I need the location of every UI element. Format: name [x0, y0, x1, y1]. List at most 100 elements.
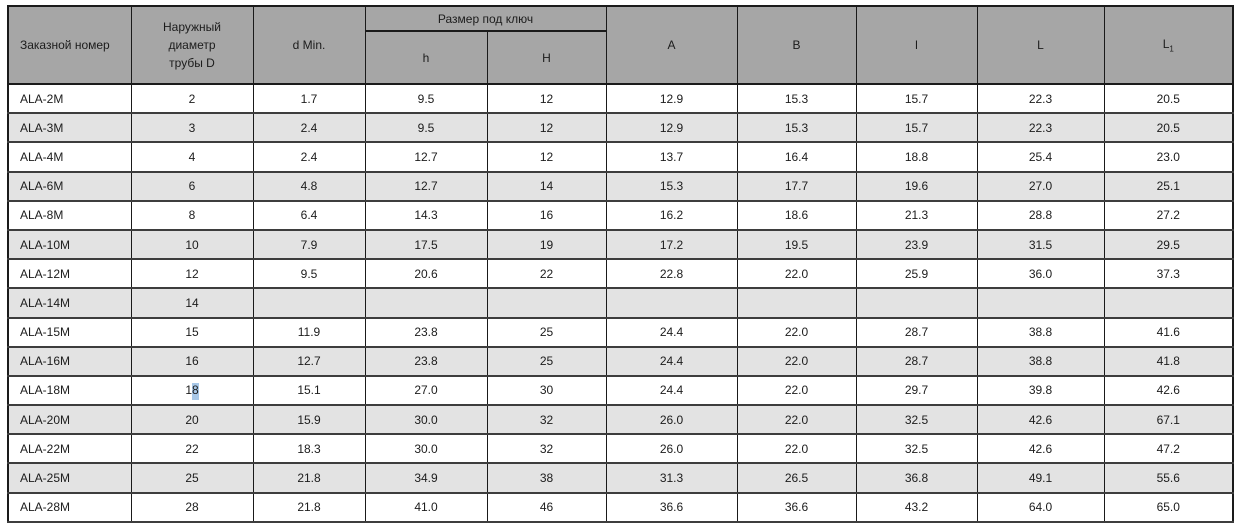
- order-number-cell: ALA-6M: [7, 170, 132, 202]
- value-cell: 27.0: [364, 374, 488, 407]
- value-cell: 42.6: [976, 433, 1105, 465]
- value-cell: 2.4: [252, 141, 366, 173]
- value-cell: 34.9: [364, 462, 488, 494]
- value-cell: 20.6: [364, 258, 488, 290]
- value-cell: 25: [130, 462, 254, 494]
- value-cell: 23.9: [855, 228, 978, 261]
- value-cell: 16.2: [605, 199, 738, 231]
- value-cell: 28: [130, 491, 254, 524]
- value-cell: 18.3: [252, 433, 366, 465]
- header-b: B: [736, 5, 857, 85]
- value-cell: 55.6: [1103, 462, 1234, 494]
- value-cell: 14: [130, 287, 254, 319]
- value-cell: 38.8: [976, 316, 1105, 348]
- value-cell: 12: [130, 258, 254, 290]
- value-cell: [486, 287, 607, 319]
- value-cell: 6.4: [252, 199, 366, 231]
- value-cell: 23.8: [364, 345, 488, 377]
- value-cell: 15.3: [605, 170, 738, 202]
- value-cell: 14.3: [364, 199, 488, 231]
- order-number-cell: ALA-4M: [7, 141, 132, 173]
- value-cell: 25.9: [855, 258, 978, 290]
- table-row: ALA-3M 3 2.4 9.5 12 12.9 15.3 15.7 22.3 20.5: [7, 112, 1234, 144]
- value-cell: 24.4: [605, 345, 738, 377]
- value-cell: 43.2: [855, 491, 978, 524]
- value-cell: 21.8: [252, 462, 366, 494]
- value-cell: 15.1: [252, 374, 366, 407]
- value-cell: 30: [486, 374, 607, 407]
- value-cell: 25: [486, 345, 607, 377]
- value-cell: 17.2: [605, 228, 738, 261]
- header-outer-diameter-line3: трубы D: [169, 56, 215, 70]
- value-cell: 31.3: [605, 462, 738, 494]
- value-cell: 15.7: [855, 82, 978, 115]
- value-cell: [976, 287, 1105, 319]
- value-cell: 18.6: [736, 199, 857, 231]
- table-row: ALA-4M 4 2.4 12.7 12 13.7 16.4 18.8 25.4 23.0: [7, 141, 1234, 173]
- selected-text: 8: [192, 383, 199, 398]
- order-number-cell: ALA-12M: [7, 258, 132, 290]
- value-cell: 32: [486, 433, 607, 465]
- value-cell: 24.4: [605, 374, 738, 407]
- header-outer-diameter-line1: Наружный: [163, 20, 221, 34]
- value-cell: 28.7: [855, 316, 978, 348]
- value-cell: 64.0: [976, 491, 1105, 524]
- header-row-sub: h H: [8, 30, 1233, 85]
- value-cell: 25.4: [976, 141, 1105, 173]
- value-cell: [736, 287, 857, 319]
- value-cell: 31.5: [976, 228, 1105, 261]
- fittings-dimensions-table: Заказной номер Наружный диаметр трубы D …: [7, 5, 1235, 524]
- header-l1-subscript: 1: [1169, 44, 1174, 54]
- value-cell: [855, 287, 978, 319]
- table-body: ALA-2M 2 1.7 9.5 12 12.9 15.3 15.7 22.3 20.5 ALA-3…: [7, 82, 1234, 524]
- value-cell: 26.0: [605, 404, 738, 436]
- value-cell: 36.8: [855, 462, 978, 494]
- value-cell: 41.0: [364, 491, 488, 524]
- value-cell: 9.5: [252, 258, 366, 290]
- header-a: A: [605, 5, 738, 85]
- value-cell: 46: [486, 491, 607, 524]
- table-row: ALA-22M 22 18.3 30.0 32 26.0 22.0 32.5 42.6 47.2: [7, 433, 1234, 465]
- value-cell: 22.3: [976, 82, 1105, 115]
- value-cell: 30.0: [364, 404, 488, 436]
- value-cell: 39.8: [976, 374, 1105, 407]
- value-cell: 29.7: [855, 374, 978, 407]
- table-row: ALA-14M 14: [7, 287, 1234, 319]
- order-number-cell: ALA-2M: [7, 82, 132, 115]
- value-cell: 36.0: [976, 258, 1105, 290]
- value-cell: 22.0: [736, 433, 857, 465]
- value-cell: 24.4: [605, 316, 738, 348]
- table-row: ALA-16M 16 12.7 23.8 25 24.4 22.0 28.7 38.8 41.8: [7, 345, 1234, 377]
- value-cell: 12.7: [252, 345, 366, 377]
- value-cell: 17.5: [364, 228, 488, 261]
- value-cell: 38: [486, 462, 607, 494]
- header-l1: L1: [1103, 5, 1234, 85]
- value-cell: 32.5: [855, 433, 978, 465]
- value-cell: 15: [130, 316, 254, 348]
- value-cell: 47.2: [1103, 433, 1234, 465]
- value-cell: 36.6: [605, 491, 738, 524]
- value-cell: 28.7: [855, 345, 978, 377]
- value-cell: 12.7: [364, 141, 488, 173]
- value-cell: 22.0: [736, 316, 857, 348]
- value-cell: 8: [130, 199, 254, 231]
- value-cell: 42.6: [1103, 374, 1234, 407]
- order-number-cell: ALA-16M: [7, 345, 132, 377]
- value-cell: 22.0: [736, 258, 857, 290]
- value-cell: 10: [130, 228, 254, 261]
- value-cell: 16: [130, 345, 254, 377]
- table-row: ALA-12M 12 9.5 20.6 22 22.8 22.0 25.9 36.0 37.3: [7, 258, 1234, 290]
- value-cell: [364, 287, 488, 319]
- header-l-small: l: [855, 5, 978, 85]
- value-cell: 13.7: [605, 141, 738, 173]
- value-cell: 4: [130, 141, 254, 173]
- value-cell: 18.8: [855, 141, 978, 173]
- value-cell: 12: [486, 141, 607, 173]
- value-cell: 9.5: [364, 112, 488, 144]
- order-number-cell: ALA-22M: [7, 433, 132, 465]
- value-cell: 30.0: [364, 433, 488, 465]
- value-cell: 65.0: [1103, 491, 1234, 524]
- value-cell: 2.4: [252, 112, 366, 144]
- value-cell: [1103, 287, 1234, 319]
- value-cell: 67.1: [1103, 404, 1234, 436]
